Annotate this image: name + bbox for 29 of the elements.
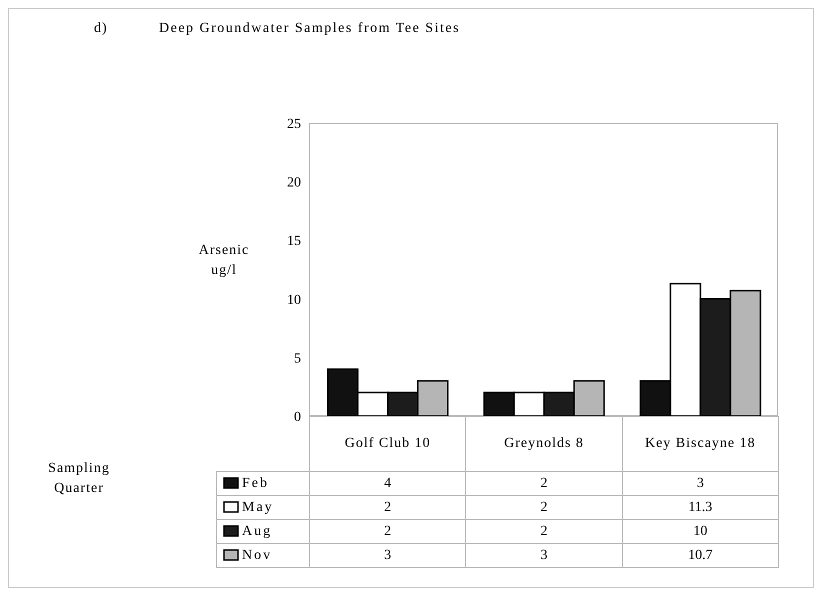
text: Sampling Quarter <box>47 460 111 498</box>
legend-label: Feb <box>216 472 310 496</box>
y-tick-label: 25 <box>287 116 301 132</box>
data-label: 2 <box>466 520 622 544</box>
x-tick-label: Golf Club 10 <box>310 416 466 472</box>
data-label: 3 <box>622 472 778 496</box>
data-label: 4 <box>310 472 466 496</box>
y-tick-label: 20 <box>287 176 301 191</box>
y-tick-label: 5 <box>294 351 301 366</box>
data-label: 11.3 <box>622 496 778 520</box>
x-tick-label: Greynolds 8 <box>466 416 622 472</box>
data-label: 2 <box>466 472 622 496</box>
y-tick-label: 10 <box>287 292 301 308</box>
y-axis-title: Arsenic ug/l <box>198 242 250 280</box>
y-tick-label: 15 <box>287 234 301 250</box>
data-label: 2 <box>310 496 466 520</box>
data-label: 3 <box>310 544 466 568</box>
legend-label: May <box>216 496 310 520</box>
y-tick-label: 0 <box>294 410 301 425</box>
legend-label: Aug <box>216 520 310 544</box>
data-label: 2 <box>310 520 466 544</box>
data-label: 10.7 <box>622 544 778 568</box>
legend-label: Nov <box>216 544 310 568</box>
data-label: 3 <box>466 544 622 568</box>
data-label: 10 <box>622 520 778 544</box>
text: d) <box>94 21 108 37</box>
chart-title: Deep Groundwater Samples from Tee Sites <box>159 21 460 37</box>
data-label: 2 <box>466 496 622 520</box>
x-tick-label: Key Biscayne 18 <box>622 416 778 472</box>
